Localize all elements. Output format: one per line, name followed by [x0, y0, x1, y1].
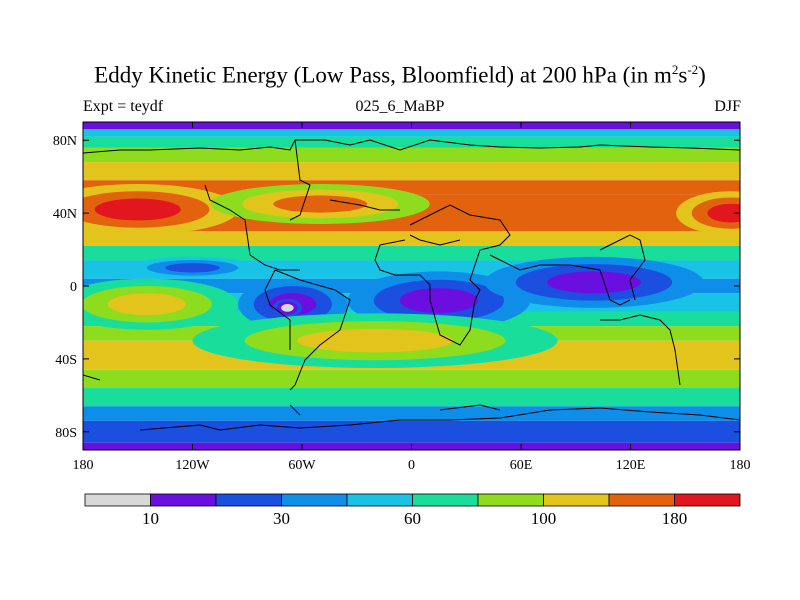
axes: 180 120W 60W 0 60E 120E 180 80N 40N 0 40S 80S [53, 122, 751, 473]
x-tick-label: 120W [175, 458, 210, 473]
colorbar-swatch [477, 493, 544, 507]
y-tick-label: 40N [53, 207, 77, 222]
field-blob [94, 198, 181, 221]
x-tick-label: 180 [730, 458, 751, 473]
field-blob [281, 303, 294, 312]
colorbar-swatch [608, 493, 675, 507]
x-tick-label: 180 [73, 458, 94, 473]
field-band [83, 147, 740, 163]
colorbar-swatch [150, 493, 217, 507]
field-band [83, 162, 740, 181]
field-band [83, 231, 740, 246]
colorbar-label: 10 [142, 509, 159, 528]
field-blob [273, 195, 368, 213]
colorbar-label: 60 [404, 509, 421, 528]
colorbar-label: 30 [273, 509, 290, 528]
field-band [83, 420, 740, 443]
x-tick-label: 0 [408, 458, 415, 473]
y-tick-label: 40S [55, 353, 77, 368]
field-band [83, 245, 740, 261]
field-blob [296, 328, 454, 353]
colorbar-label: 100 [531, 509, 557, 528]
colorbar-swatch [84, 493, 151, 507]
field-band [83, 136, 740, 148]
colorbar-swatch [346, 493, 413, 507]
subtitle-left: Expt = teydf [83, 98, 164, 115]
y-tick-label: 0 [70, 280, 77, 295]
colorbar-swatch [215, 493, 282, 507]
field-blob [399, 288, 478, 314]
field-band [83, 369, 740, 389]
subtitle-center: 025_6_MaBP [355, 98, 445, 115]
y-tick-label: 80S [55, 426, 77, 441]
field-band [83, 129, 740, 137]
field-blob [107, 293, 186, 316]
x-tick-label: 60W [288, 458, 316, 473]
coastlines [83, 139, 740, 431]
field-blob [707, 203, 740, 223]
field-band [83, 388, 740, 407]
subtitle-right: DJF [714, 98, 741, 115]
colorbar-label: 180 [662, 509, 688, 528]
colorbar-swatch [412, 493, 479, 507]
field-blob [547, 271, 641, 294]
colorbar-swatch [543, 493, 610, 507]
y-tick-label: 80N [53, 134, 77, 149]
colorbar-swatch [674, 493, 741, 507]
colorbar: 10 30 60 100 180 [84, 493, 741, 528]
field-band [83, 406, 740, 421]
x-tick-label: 60E [510, 458, 533, 473]
colorbar-swatch [281, 493, 348, 507]
x-tick-label: 120E [616, 458, 646, 473]
field-blob [165, 263, 220, 273]
energy-field [83, 122, 740, 450]
chart-title: Eddy Kinetic Energy (Low Pass, Bloomfiel… [94, 62, 706, 88]
